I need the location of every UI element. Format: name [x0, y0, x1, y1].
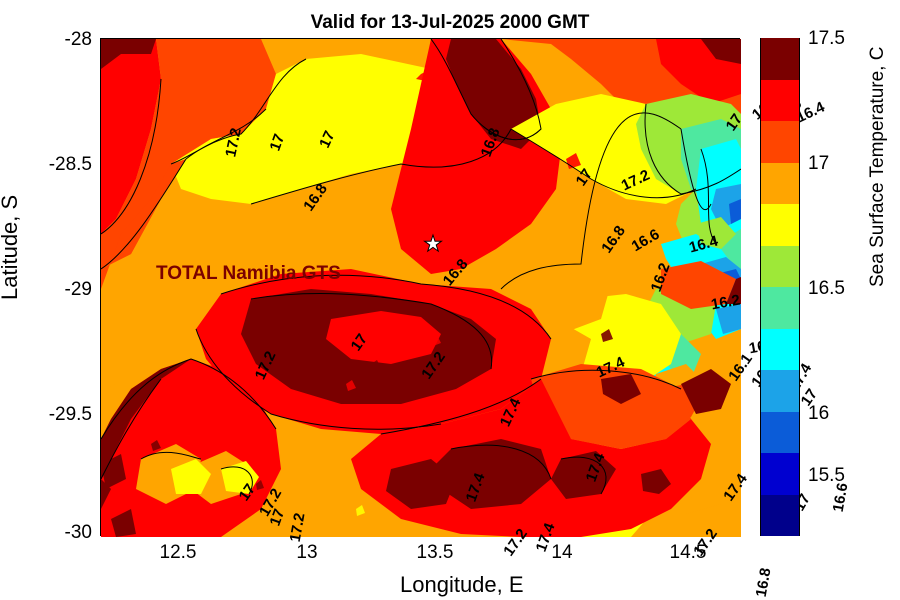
chart-title: Valid for 13-Jul-2025 2000 GMT — [0, 12, 900, 34]
colorbar-band-10 — [760, 453, 800, 495]
xtick-2: 13.5 — [405, 542, 465, 564]
cbar-tick-2: 16.5 — [808, 278, 845, 300]
cbar-tick-0: 17.5 — [808, 28, 845, 50]
xtick-4: 14.5 — [658, 542, 718, 564]
site-label: TOTAL Namibia GTS — [156, 263, 341, 285]
x-axis-label: Longitude, E — [400, 572, 524, 598]
xtick-3: 14 — [532, 542, 592, 564]
colorbar-band-6 — [760, 287, 800, 329]
y-axis-label: Latitude, S — [0, 195, 23, 300]
colorbar-band-1 — [760, 80, 800, 122]
colorbar-band-3 — [760, 163, 800, 205]
colorbar-title: Sea Surface Temperature, C — [867, 47, 889, 287]
xtick-1: 13 — [277, 542, 337, 564]
colorbar-band-4 — [760, 204, 800, 246]
ytick-3: -29.5 — [30, 404, 92, 426]
contour-svg: ★ — [101, 39, 741, 537]
colorbar-band-2 — [760, 121, 800, 163]
contour-chart-root: Valid for 13-Jul-2025 2000 GMT Latitude,… — [0, 0, 900, 600]
xtick-0: 12.5 — [148, 542, 208, 564]
cbar-tick-3: 16 — [808, 403, 829, 425]
colorbar-band-9 — [760, 412, 800, 454]
colorbar-band-11 — [760, 495, 800, 537]
cbar-tick-4: 15.5 — [808, 465, 845, 487]
colorbar-band-0 — [760, 38, 800, 80]
ytick-2: -29 — [30, 279, 92, 301]
colorbar-band-5 — [760, 246, 800, 288]
cbar-tick-1: 17 — [808, 153, 829, 175]
contour-label-35: 16.8 — [753, 567, 775, 599]
ytick-1: -28.5 — [30, 154, 92, 176]
ytick-0: -28 — [30, 29, 92, 51]
colorbar-band-7 — [760, 329, 800, 371]
colorbar — [760, 38, 800, 536]
colorbar-band-8 — [760, 370, 800, 412]
ytick-4: -30 — [30, 522, 92, 544]
star-icon: ★ — [423, 231, 443, 256]
contour-plot-area: ★ 17.2171716.816.81717.216.816.616.41716… — [100, 38, 740, 536]
